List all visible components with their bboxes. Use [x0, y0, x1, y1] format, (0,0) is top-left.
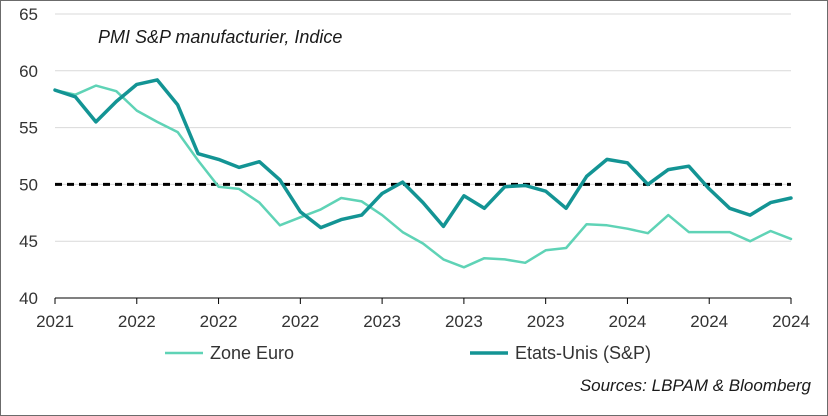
- x-tick-label: 2024: [609, 312, 647, 331]
- y-tick-label: 55: [19, 119, 38, 138]
- y-tick-label: 65: [19, 5, 38, 24]
- x-tick-label: 2021: [36, 312, 74, 331]
- legend-label-zone-euro: Zone Euro: [210, 343, 294, 363]
- series-line-etats-unis: [53, 78, 793, 230]
- x-tick-label: 2024: [690, 312, 728, 331]
- y-tick-label: 45: [19, 232, 38, 251]
- y-tick-label: 60: [19, 62, 38, 81]
- x-tick-label: 2023: [527, 312, 565, 331]
- x-tick-label: 2022: [200, 312, 238, 331]
- x-tick-label: 2022: [281, 312, 319, 331]
- y-tick-label: 50: [19, 175, 38, 194]
- x-tick-label: 2022: [118, 312, 156, 331]
- x-tick-label: 2023: [363, 312, 401, 331]
- x-tick-label: 2024: [772, 312, 810, 331]
- y-tick-label: 40: [19, 289, 38, 308]
- x-tick-label: 2023: [445, 312, 483, 331]
- legend-label-etats-unis: Etats-Unis (S&P): [515, 343, 651, 363]
- source-note: Sources: LBPAM & Bloomberg: [580, 376, 812, 395]
- chart-title: PMI S&P manufacturier, Indice: [98, 27, 342, 47]
- series-line-zone-euro: [53, 84, 793, 269]
